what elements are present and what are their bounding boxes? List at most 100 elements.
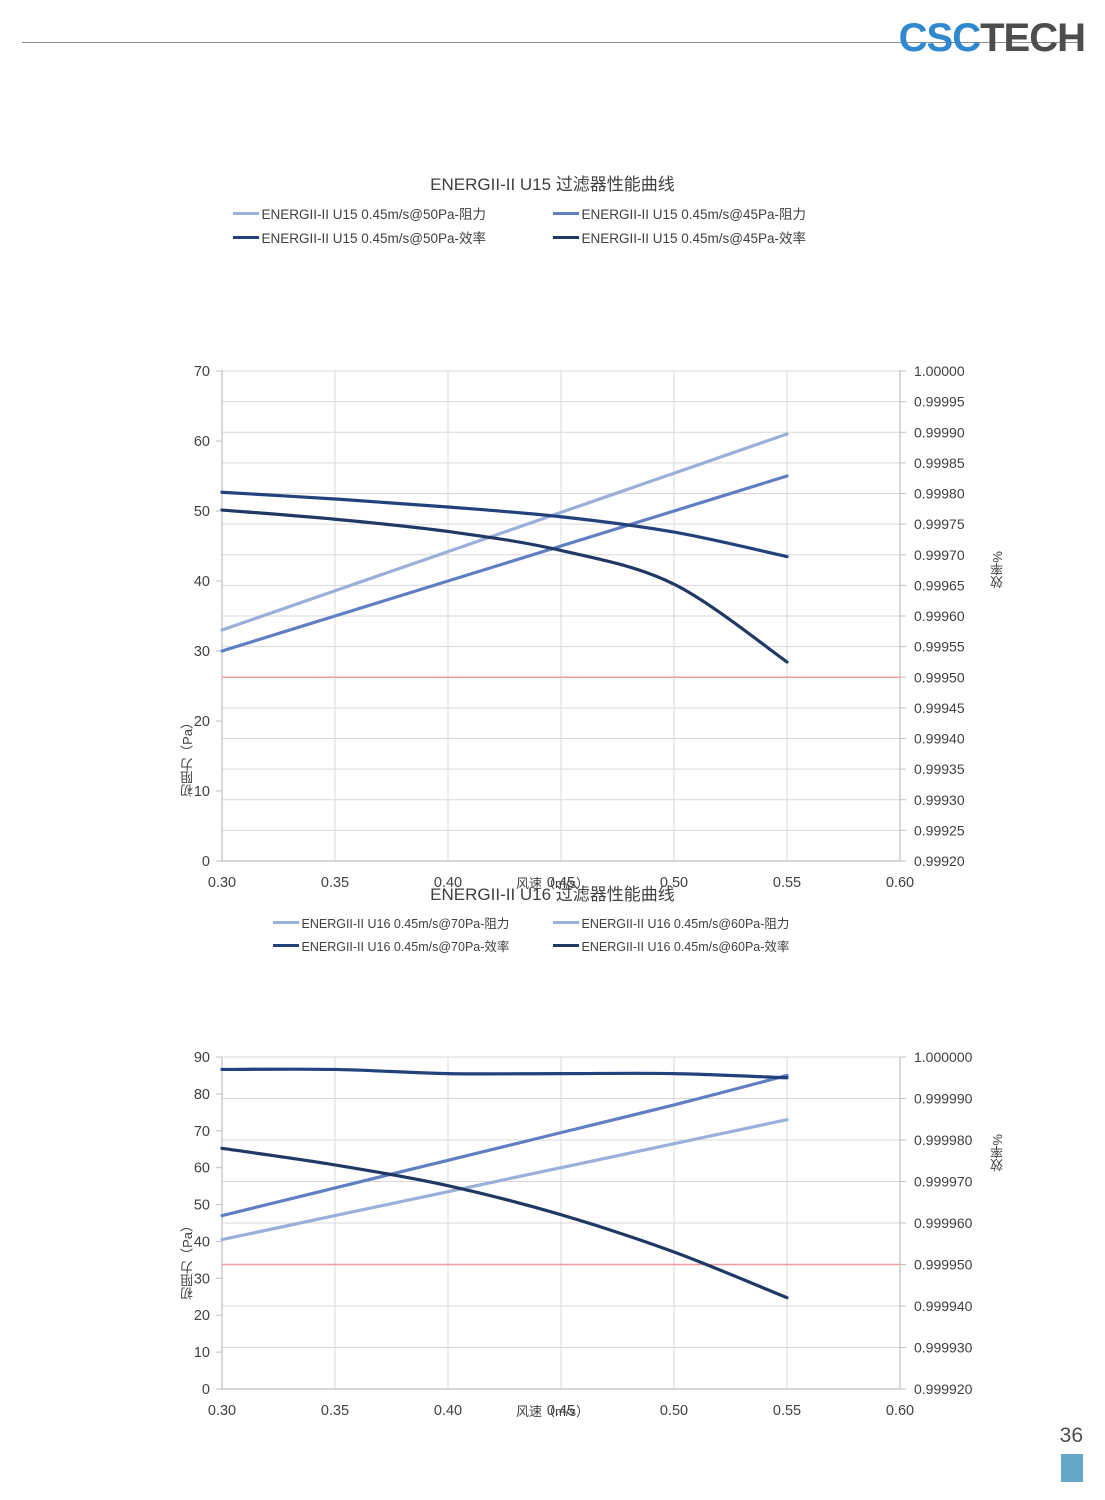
chart-legend-u15: ENERGII-II U15 0.45m/s@50Pa-阻力 ENERGII-I…: [232, 203, 873, 247]
svg-text:40: 40: [194, 574, 210, 590]
legend-swatch-icon: [232, 211, 259, 215]
legend-swatch-icon: [272, 944, 299, 947]
header-divider: [22, 42, 1083, 43]
svg-text:90: 90: [194, 1050, 210, 1066]
svg-text:0.99980: 0.99980: [914, 486, 965, 502]
svg-text:0.99940: 0.99940: [914, 731, 965, 747]
svg-text:30: 30: [194, 644, 210, 660]
page-marker-block: [1061, 1454, 1083, 1482]
y-axis-title-u16: 初阻力（Pa）: [180, 1219, 195, 1300]
svg-text:10: 10: [194, 784, 210, 800]
legend-item: ENERGII-II U16 0.45m/s@70Pa-阻力: [272, 913, 553, 932]
svg-text:0.999920: 0.999920: [914, 1381, 973, 1397]
svg-text:0.40: 0.40: [434, 875, 462, 891]
svg-text:0.40: 0.40: [434, 1403, 462, 1419]
svg-text:0.99995: 0.99995: [914, 394, 965, 410]
legend-item: ENERGII-II U15 0.45m/s@50Pa-效率: [232, 227, 553, 247]
svg-text:10: 10: [194, 1345, 210, 1361]
chart-title-u15: ENERGII-II U15 过滤器性能曲线: [430, 175, 675, 194]
x-axis-title-u15: 风速（m/s）: [516, 876, 589, 891]
legend-item: ENERGII-II U15 0.45m/s@45Pa-阻力: [552, 203, 873, 223]
svg-text:0.55: 0.55: [773, 1403, 801, 1419]
svg-text:1.000000: 1.000000: [914, 1049, 973, 1065]
svg-text:0: 0: [202, 1382, 210, 1398]
svg-text:0.30: 0.30: [208, 875, 236, 891]
svg-text:0.99960: 0.99960: [914, 608, 965, 624]
legend-swatch-icon: [232, 235, 259, 239]
legend-item: ENERGII-II U16 0.45m/s@60Pa-效率: [552, 936, 833, 955]
svg-text:0.60: 0.60: [886, 1403, 914, 1419]
svg-text:80: 80: [194, 1087, 210, 1103]
legend-swatch-icon: [272, 921, 299, 924]
logo-secondary-text: TECH: [980, 16, 1086, 60]
svg-text:0.45: 0.45: [547, 1403, 575, 1419]
svg-text:0.50: 0.50: [660, 875, 688, 891]
svg-text:0.999960: 0.999960: [914, 1215, 973, 1231]
legend-item: ENERGII-II U15 0.45m/s@45Pa-效率: [552, 227, 873, 247]
legend-label: ENERGII-II U15 0.45m/s@45Pa-效率: [581, 231, 807, 246]
svg-text:70: 70: [194, 1124, 210, 1140]
svg-text:60: 60: [194, 1161, 210, 1177]
svg-text:0.99955: 0.99955: [914, 639, 965, 655]
svg-text:0: 0: [202, 854, 210, 870]
svg-text:0.99975: 0.99975: [914, 516, 965, 532]
svg-text:20: 20: [194, 714, 210, 730]
svg-text:0.99990: 0.99990: [914, 424, 965, 440]
x-axis-title-u16: 风速（m/s）: [516, 1404, 589, 1419]
logo-primary-text: CSC: [898, 16, 981, 60]
page-number: 36: [1059, 1424, 1083, 1447]
svg-text:0.999970: 0.999970: [914, 1174, 973, 1190]
legend-label: ENERGII-II U15 0.45m/s@50Pa-阻力: [261, 207, 487, 222]
svg-text:0.99950: 0.99950: [914, 669, 965, 685]
svg-text:0.99965: 0.99965: [914, 577, 965, 593]
legend-swatch-icon: [552, 921, 579, 924]
legend-label: ENERGII-II U16 0.45m/s@60Pa-效率: [581, 940, 790, 954]
legend-label: ENERGII-II U15 0.45m/s@45Pa-阻力: [581, 207, 807, 222]
svg-text:0.999990: 0.999990: [914, 1091, 973, 1107]
svg-text:0.99925: 0.99925: [914, 822, 965, 838]
legend-item: ENERGII-II U15 0.45m/s@50Pa-阻力: [232, 203, 553, 223]
svg-text:0.99970: 0.99970: [914, 547, 965, 563]
chart-block-u16: ENERGII-II U16 过滤器性能曲线 ENERGII-II U16 0.…: [0, 880, 1105, 1449]
chart-block-u15: ENERGII-II U15 过滤器性能曲线 ENERGII-II U15 0.…: [0, 170, 1105, 921]
svg-text:1.00000: 1.00000: [914, 363, 965, 379]
legend-swatch-icon: [552, 235, 579, 239]
svg-text:0.60: 0.60: [886, 875, 914, 891]
svg-text:0.30: 0.30: [208, 1403, 236, 1419]
y2-axis-title-u15: 效率%: [990, 551, 1005, 589]
legend-label: ENERGII-II U16 0.45m/s@70Pa-效率: [301, 940, 510, 954]
svg-text:0.35: 0.35: [321, 1403, 349, 1419]
svg-text:0.99920: 0.99920: [914, 853, 965, 869]
legend-swatch-icon: [552, 211, 579, 215]
y2-axis-title-u16: 效率%: [990, 1134, 1005, 1172]
legend-item: ENERGII-II U16 0.45m/s@60Pa-阻力: [552, 913, 833, 932]
svg-text:0.99935: 0.99935: [914, 761, 965, 777]
chart-canvas-u16: 0 10 20 30 40 50 60 70 80 90 0.999920 0.999930 0.999…: [194, 1049, 973, 1419]
svg-text:40: 40: [194, 1234, 210, 1250]
svg-text:0.999930: 0.999930: [914, 1340, 973, 1356]
svg-text:30: 30: [194, 1271, 210, 1287]
legend-label: ENERGII-II U16 0.45m/s@70Pa-阻力: [301, 917, 510, 931]
legend-label: ENERGII-II U15 0.45m/s@50Pa-效率: [261, 231, 487, 246]
svg-text:50: 50: [194, 504, 210, 520]
legend-item: ENERGII-II U16 0.45m/s@70Pa-效率: [272, 936, 553, 955]
svg-text:0.35: 0.35: [321, 875, 349, 891]
svg-text:0.999940: 0.999940: [914, 1298, 973, 1314]
svg-text:0.99985: 0.99985: [914, 455, 965, 471]
chart-legend-u16: ENERGII-II U16 0.45m/s@70Pa-阻力 ENERGII-I…: [272, 913, 833, 955]
chart-canvas-u15: 0 10 20 30 40 50 60 70 0.99920 0.99925 0.99930 0.99…: [194, 363, 965, 891]
company-logo: CSCTECH: [898, 16, 1086, 60]
legend-swatch-icon: [552, 944, 579, 947]
y-axis-title-u15: 初阻力（Pa）: [180, 716, 195, 797]
legend-label: ENERGII-II U16 0.45m/s@60Pa-阻力: [581, 917, 790, 931]
plot-area-u15: 0 10 20 30 40 50 60 70 0.99920 0.99925 0.99930 0.99…: [0, 261, 1105, 921]
svg-text:50: 50: [194, 1198, 210, 1214]
svg-text:0.999950: 0.999950: [914, 1257, 973, 1273]
svg-text:70: 70: [194, 364, 210, 380]
svg-text:0.99930: 0.99930: [914, 792, 965, 808]
svg-text:0.999980: 0.999980: [914, 1132, 973, 1148]
svg-text:20: 20: [194, 1308, 210, 1324]
svg-text:60: 60: [194, 434, 210, 450]
plot-area-u16: 0 10 20 30 40 50 60 70 80 90 0.999920 0.999930 0.999…: [0, 969, 1105, 1449]
